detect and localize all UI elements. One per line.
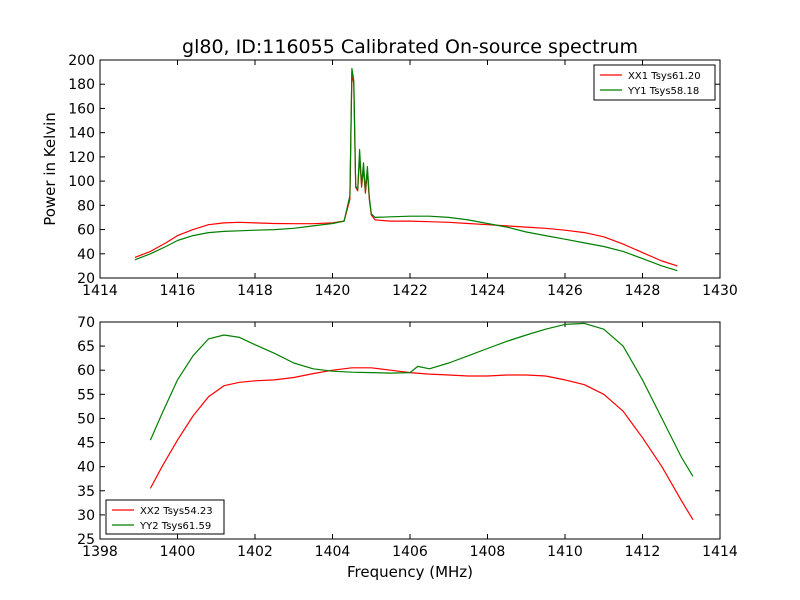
x-tick-label: 1408 <box>470 544 506 560</box>
y-tick-label: 30 <box>77 508 95 524</box>
x-tick-label: 1426 <box>547 283 583 299</box>
y-tick-label: 160 <box>68 101 95 117</box>
x-tick-label: 1414 <box>702 544 738 560</box>
x-tick-label: 1400 <box>160 544 196 560</box>
x-tick-label: 1430 <box>702 283 738 299</box>
x-tick-label: 1422 <box>392 283 428 299</box>
y-tick-label: 25 <box>77 532 95 548</box>
legend-label: YY1 Tsys58.18 <box>627 86 699 97</box>
axes-frame <box>99 321 721 540</box>
y-tick-label: 70 <box>77 315 95 331</box>
y-tick-label: 80 <box>77 198 95 214</box>
legend: XX2 Tsys54.23 YY2 Tsys61.59 <box>105 499 225 535</box>
x-tick-label: 1416 <box>160 283 196 299</box>
y-tick-label: 65 <box>77 339 95 355</box>
y-tick-label: 180 <box>68 77 95 93</box>
x-tick-label: 1398 <box>82 544 118 560</box>
legend-label: XX1 Tsys61.20 <box>628 71 701 82</box>
x-tick-label: 1402 <box>237 544 273 560</box>
x-tick-label: 1428 <box>625 283 661 299</box>
figure-title: gl80, ID:116055 Calibrated On-source spe… <box>182 36 638 58</box>
x-tick-label: 1414 <box>82 283 118 299</box>
y-tick-label: 200 <box>68 53 95 69</box>
y-tick-label: 35 <box>77 484 95 500</box>
y-axis-label: Power in Kelvin <box>41 112 59 226</box>
y-tick-label: 55 <box>77 387 95 403</box>
legend-label: YY2 Tsys61.59 <box>139 521 211 532</box>
x-tick-label: 1404 <box>315 544 351 560</box>
x-tick-label: 1420 <box>315 283 351 299</box>
x-tick-label: 1406 <box>392 544 428 560</box>
y-tick-label: 45 <box>77 436 95 452</box>
series-line-yy1 <box>134 67 678 272</box>
y-tick-label: 40 <box>77 247 95 263</box>
bottom-plot: 1398 1400 1402 1404 1406 1408 1410 1412 1414 25 30… <box>77 315 738 581</box>
x-tick-label: 1424 <box>470 283 506 299</box>
y-tick-label: 140 <box>68 126 95 142</box>
y-tick-label: 120 <box>68 150 95 166</box>
y-tick-label: 20 <box>77 271 95 287</box>
x-tick-label: 1412 <box>625 544 661 560</box>
x-axis-label: Frequency (MHz) <box>347 563 473 581</box>
y-tick-label: 60 <box>77 223 95 239</box>
top-plot: 1414 1416 1418 1420 1422 1424 1426 1428 1430 20 40… <box>41 53 738 299</box>
legend: XX1 Tsys61.20 YY1 Tsys58.18 <box>593 64 716 101</box>
series-line-yy2 <box>149 322 694 477</box>
x-tick-label: 1410 <box>547 544 583 560</box>
legend-box <box>105 499 225 535</box>
y-tick-label: 40 <box>77 460 95 476</box>
legend-label: XX2 Tsys54.23 <box>140 506 213 517</box>
y-tick-label: 50 <box>77 411 95 427</box>
axes-frame <box>99 59 721 279</box>
legend-box <box>593 64 716 101</box>
y-tick-label: 60 <box>77 363 95 379</box>
x-tick-label: 1418 <box>237 283 273 299</box>
y-tick-label: 100 <box>68 174 95 190</box>
